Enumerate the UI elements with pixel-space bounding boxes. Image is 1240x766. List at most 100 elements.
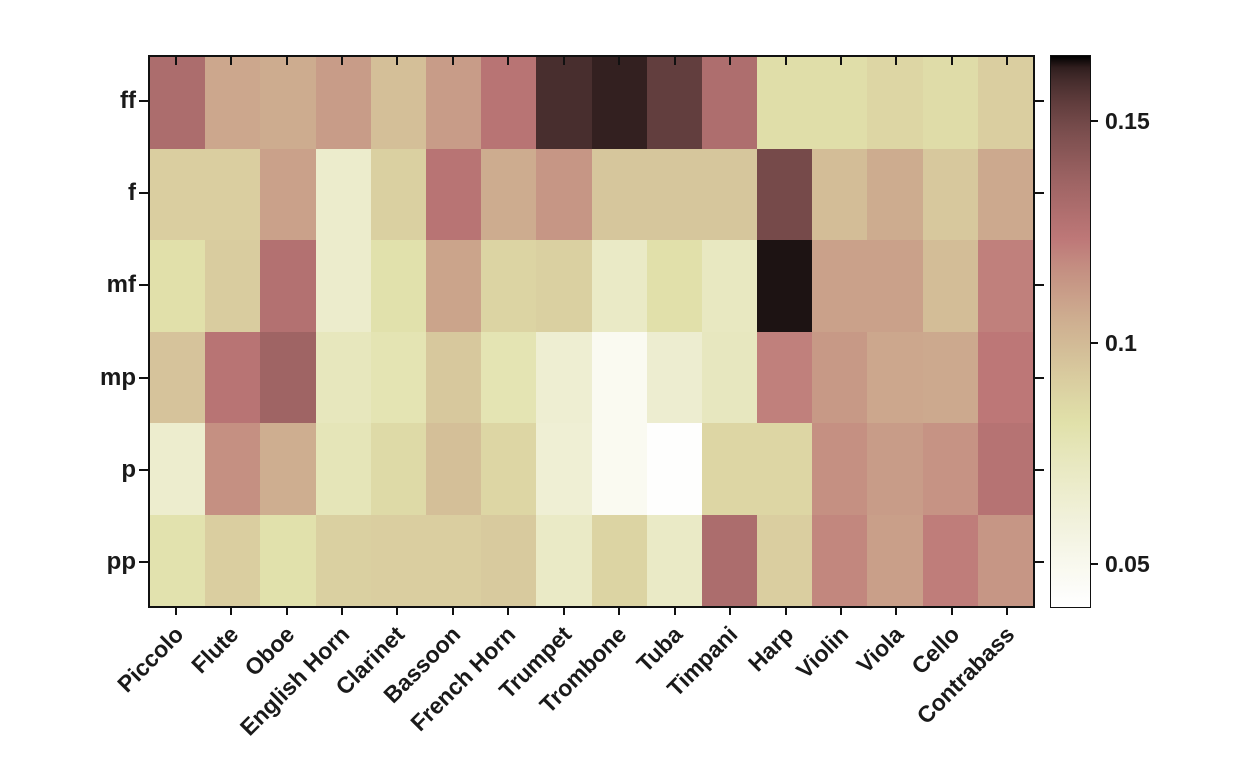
right-tick-mp bbox=[1035, 376, 1044, 379]
heatmap-cell-ff-contrabass bbox=[977, 57, 1033, 149]
heatmap-cell-f-trombone bbox=[591, 148, 647, 240]
heatmap-cell-pp-french-horn bbox=[481, 514, 537, 606]
heatmap-cell-mp-oboe bbox=[260, 331, 316, 423]
left-tick-mf bbox=[139, 284, 148, 287]
left-tick-f bbox=[139, 192, 148, 195]
heatmap-cell-ff-timpani bbox=[701, 57, 758, 149]
heatmap-cell-mf-oboe bbox=[260, 240, 316, 332]
heatmap-cell-p-oboe bbox=[260, 423, 316, 515]
heatmap-cell-p-piccolo bbox=[150, 423, 206, 515]
heatmap-cell-f-english-horn bbox=[315, 148, 371, 240]
colorbar-tick-label-0.05: 0.05 bbox=[1105, 550, 1150, 577]
heatmap-cell-mf-contrabass bbox=[977, 240, 1033, 332]
colorbar bbox=[1050, 55, 1091, 608]
y-tick-label-mp: mp bbox=[100, 363, 136, 391]
top-tick-violin bbox=[839, 57, 842, 65]
left-tick-mp bbox=[139, 376, 148, 379]
heatmap-cell-mp-timpani bbox=[701, 331, 758, 423]
heatmap-cell-mp-english-horn bbox=[315, 331, 371, 423]
top-tick-french-horn bbox=[507, 57, 510, 65]
heatmap-cell-mf-english-horn bbox=[315, 240, 371, 332]
heatmap-cell-p-viola bbox=[867, 423, 923, 515]
heatmap-cell-pp-timpani bbox=[701, 514, 758, 606]
y-tick-label-pp: pp bbox=[106, 547, 136, 575]
heatmap-cell-f-cello bbox=[922, 148, 978, 240]
top-tick-english-horn bbox=[341, 57, 344, 65]
top-tick-bassoon bbox=[451, 57, 454, 65]
heatmap-cell-ff-flute bbox=[205, 57, 261, 149]
heatmap-cell-mp-tuba bbox=[646, 331, 702, 423]
right-tick-mf bbox=[1035, 284, 1044, 287]
heatmap-cell-p-contrabass bbox=[977, 423, 1033, 515]
y-tick-label-p: p bbox=[121, 455, 136, 483]
colorbar-tick-0.05 bbox=[1091, 562, 1098, 565]
heatmap-cell-p-clarinet bbox=[370, 423, 426, 515]
top-tick-cello bbox=[950, 57, 953, 65]
heatmap-cell-p-harp bbox=[757, 423, 813, 515]
heatmap-cell-pp-contrabass bbox=[977, 514, 1033, 606]
bottom-tick-flute bbox=[230, 608, 233, 615]
bottom-tick-tuba bbox=[673, 608, 676, 615]
bottom-tick-contrabass bbox=[1006, 608, 1009, 615]
right-tick-pp bbox=[1035, 560, 1044, 563]
top-tick-timpani bbox=[729, 57, 732, 65]
heatmap-cell-ff-bassoon bbox=[425, 57, 482, 149]
heatmap-cell-ff-harp bbox=[757, 57, 813, 149]
heatmap-cell-mf-french-horn bbox=[481, 240, 537, 332]
heatmap-cell-ff-piccolo bbox=[150, 57, 206, 149]
heatmap-cell-pp-clarinet bbox=[370, 514, 426, 606]
heatmap-cell-p-trumpet bbox=[536, 423, 592, 515]
heatmap-cell-pp-violin bbox=[812, 514, 868, 606]
bottom-tick-piccolo bbox=[174, 608, 177, 615]
right-tick-p bbox=[1035, 468, 1044, 471]
heatmap-cell-pp-cello bbox=[922, 514, 978, 606]
heatmap-cell-mf-clarinet bbox=[370, 240, 426, 332]
bottom-tick-clarinet bbox=[396, 608, 399, 615]
heatmap-cell-mf-flute bbox=[205, 240, 261, 332]
heatmap-cell-mf-bassoon bbox=[425, 240, 482, 332]
bottom-tick-oboe bbox=[285, 608, 288, 615]
heatmap-cell-f-clarinet bbox=[370, 148, 426, 240]
bottom-tick-violin bbox=[839, 608, 842, 615]
heatmap-cell-mf-trumpet bbox=[536, 240, 592, 332]
heatmap-cell-mf-timpani bbox=[701, 240, 758, 332]
left-tick-p bbox=[139, 468, 148, 471]
heatmap-cell-f-french-horn bbox=[481, 148, 537, 240]
heatmap-cell-ff-english-horn bbox=[315, 57, 371, 149]
heatmap-cell-mf-tuba bbox=[646, 240, 702, 332]
bottom-tick-bassoon bbox=[451, 608, 454, 615]
heatmap-cell-pp-oboe bbox=[260, 514, 316, 606]
heatmap-cell-mf-violin bbox=[812, 240, 868, 332]
heatmap-cell-mf-harp bbox=[757, 240, 813, 332]
bottom-tick-viola bbox=[895, 608, 898, 615]
top-tick-contrabass bbox=[1006, 57, 1009, 65]
heatmap-cell-ff-violin bbox=[812, 57, 868, 149]
heatmap-cell-ff-oboe bbox=[260, 57, 316, 149]
heatmap-cell-pp-viola bbox=[867, 514, 923, 606]
y-tick-label-ff: ff bbox=[120, 87, 136, 115]
heatmap-cell-f-bassoon bbox=[425, 148, 482, 240]
heatmap-cell-mp-clarinet bbox=[370, 331, 426, 423]
bottom-tick-trumpet bbox=[562, 608, 565, 615]
heatmap-cell-mp-cello bbox=[922, 331, 978, 423]
heatmap-cell-pp-trumpet bbox=[536, 514, 592, 606]
heatmap-cell-pp-bassoon bbox=[425, 514, 482, 606]
heatmap-cell-mp-french-horn bbox=[481, 331, 537, 423]
left-tick-ff bbox=[139, 100, 148, 103]
bottom-tick-trombone bbox=[618, 608, 621, 615]
heatmap-cell-pp-harp bbox=[757, 514, 813, 606]
bottom-tick-harp bbox=[784, 608, 787, 615]
heatmap-cell-mp-bassoon bbox=[425, 331, 482, 423]
heatmap-cell-p-french-horn bbox=[481, 423, 537, 515]
heatmap-cell-mp-violin bbox=[812, 331, 868, 423]
heatmap-cell-mp-contrabass bbox=[977, 331, 1033, 423]
heatmap-cell-f-trumpet bbox=[536, 148, 592, 240]
heatmap-plot-area bbox=[148, 55, 1035, 608]
heatmap-cell-p-cello bbox=[922, 423, 978, 515]
y-tick-label-f: f bbox=[128, 179, 136, 207]
bottom-tick-timpani bbox=[729, 608, 732, 615]
heatmap-cell-mp-harp bbox=[757, 331, 813, 423]
colorbar-tick-label-0.1: 0.1 bbox=[1105, 329, 1137, 356]
heatmap-cell-p-flute bbox=[205, 423, 261, 515]
